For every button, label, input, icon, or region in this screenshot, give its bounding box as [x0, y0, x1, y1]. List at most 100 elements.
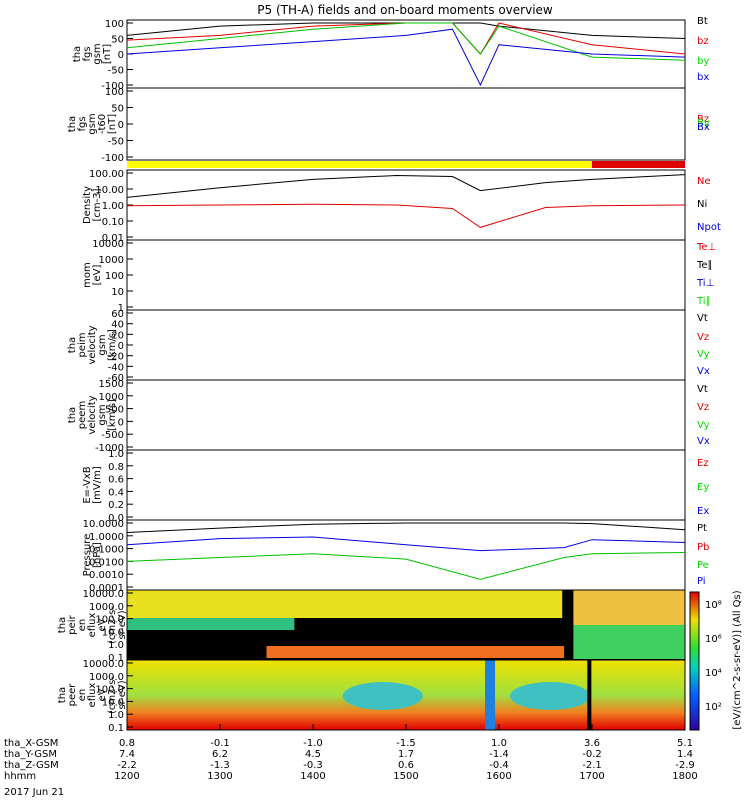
legend-entry: Pt — [697, 523, 707, 534]
x-row-value: 1400 — [300, 771, 325, 782]
y-axis-label: [eV] — [92, 265, 103, 286]
legend-entry: Vx — [697, 436, 710, 447]
legend-entry: Ti⊥ — [696, 278, 714, 289]
y-axis-label: velocity — [87, 325, 98, 364]
x-row-value: -0.4 — [489, 760, 509, 771]
y-axis-label: E=-VxB — [82, 466, 93, 503]
panel-frame — [126, 239, 686, 311]
y-axis-label: gsm — [92, 43, 103, 64]
y-tick-label: -500 — [101, 430, 124, 441]
legend-entry: Pb — [697, 542, 709, 553]
series-line-ne — [126, 203, 686, 228]
y-tick-label: 10.00 — [95, 185, 124, 196]
panel-frame — [126, 519, 686, 591]
y-axis-label: peim — [77, 332, 88, 357]
series-line-pt — [126, 522, 686, 533]
y-tick-label: 1000 — [99, 255, 124, 266]
series-line-pi — [126, 536, 686, 552]
y-axis-label: Density — [82, 186, 93, 224]
spectrogram-band — [573, 590, 685, 625]
y-tick-label: 1.0 — [108, 640, 124, 651]
y-axis-label: [nT] — [107, 114, 118, 134]
legend-entry: bx — [697, 72, 709, 83]
panel-efield: 1.0 0.8 0.60.4 0.2 0.0 E=-VxB [mV/m] Ez Ey Ex — [82, 449, 709, 524]
y-axis-label: tha — [67, 407, 78, 423]
y-axis-label: Pressure — [82, 534, 93, 577]
x-row-value: -0.1 — [210, 738, 230, 749]
y-tick-label: 0 — [118, 120, 124, 131]
y-tick-label: 100 — [105, 87, 124, 98]
panel-temperature: 10000 1000 100 10 1 mom [eV] Te⊥ Te∥ Ti⊥ Ti∥ — [82, 239, 716, 314]
y-axis-label: -t60 — [97, 114, 108, 134]
y-axis-label: eflux — [87, 613, 98, 638]
y-axis-label: en — [77, 689, 88, 702]
y-tick-label: 0.1 — [108, 723, 124, 734]
legend-entry: by — [697, 56, 709, 67]
y-tick-label: 100.0 — [95, 685, 124, 696]
y-axis-label: (cm2-s- — [107, 676, 118, 714]
series-line-pe — [126, 552, 686, 580]
y-tick-label: 1000 — [99, 392, 124, 403]
spectrogram-feature — [342, 682, 423, 710]
y-tick-label: 10.0 — [102, 627, 124, 638]
x-row-value: -2.1 — [582, 760, 602, 771]
spectrogram-feature — [485, 660, 496, 730]
y-tick-label: 100 — [105, 19, 124, 30]
x-row-value: -1.3 — [210, 760, 230, 771]
y-tick-label: 50 — [111, 35, 124, 46]
legend-entry: Pi — [697, 576, 706, 587]
y-tick-label: 50 — [111, 104, 124, 115]
spectrogram-band — [266, 646, 565, 658]
plot-title: P5 (TH-A) fields and on-board moments ov… — [257, 3, 553, 17]
y-axis-label: en — [77, 619, 88, 632]
y-tick-label: 1.0 — [108, 449, 124, 460]
y-tick-label: 1.0 — [108, 710, 124, 721]
spectrogram-band — [573, 625, 685, 659]
x-row-label: tha_Z-GSM — [4, 760, 59, 771]
legend-entry: Vt — [697, 313, 708, 324]
series-line-by — [126, 22, 686, 61]
y-tick-label: 1.00 — [102, 201, 124, 212]
colorbar-tick-label: 10² — [705, 702, 722, 713]
y-axis-label: tha — [67, 337, 78, 353]
y-tick-label: 1500 — [99, 379, 124, 390]
y-axis-label: gsm — [97, 404, 108, 425]
y-tick-label: 1000.0 — [89, 672, 124, 683]
spectrogram-band — [127, 590, 563, 618]
y-tick-label: 10000 — [92, 239, 124, 250]
x-row-label: tha_X-GSM — [4, 738, 58, 749]
y-axis-label: fgs — [82, 46, 93, 61]
legend-entry: Bt — [697, 16, 708, 27]
y-tick-label: 500 — [105, 405, 124, 416]
x-row-value: 1.4 — [677, 749, 693, 760]
x-row-value: 3.6 — [584, 738, 600, 749]
y-axis-label: peir — [67, 614, 78, 634]
y-axis-label: [nT] — [102, 44, 113, 64]
panel-peir-eflux: 10000.0 1000.0 100.010.0 1.0 0.1 tha peir en efl… — [57, 589, 686, 664]
legend-entry: bz — [697, 36, 709, 47]
x-row-value: 7.4 — [119, 749, 135, 760]
y-axis-label: peem — [77, 401, 88, 429]
date-label: 2017 Jun 21 — [4, 787, 64, 798]
y-axis-label: [km/s] — [107, 399, 118, 431]
colorbar-tick-label: 10⁸ — [705, 600, 722, 611]
y-axis-label: eV — [97, 688, 108, 701]
series-group-pressure — [126, 522, 686, 580]
y-tick-label: 100.0 — [95, 615, 124, 626]
status-bar — [127, 161, 685, 168]
panel-frame — [126, 379, 686, 451]
y-tick-label: 0.1 — [108, 653, 124, 664]
y-tick-label: -60 — [108, 373, 124, 384]
x-row-label: tha_Y-GSM — [4, 749, 57, 760]
y-tick-label: -50 — [108, 137, 124, 148]
y-tick-label: 10 — [111, 287, 124, 298]
y-tick-label: 0 — [118, 417, 124, 428]
y-tick-label: 0.8 — [108, 462, 124, 473]
legend-entry: Ti∥ — [696, 296, 711, 307]
legend-entry: Bx — [697, 122, 710, 133]
y-tick-label: 0.10 — [102, 217, 124, 228]
colorbar-gradient — [689, 591, 700, 731]
